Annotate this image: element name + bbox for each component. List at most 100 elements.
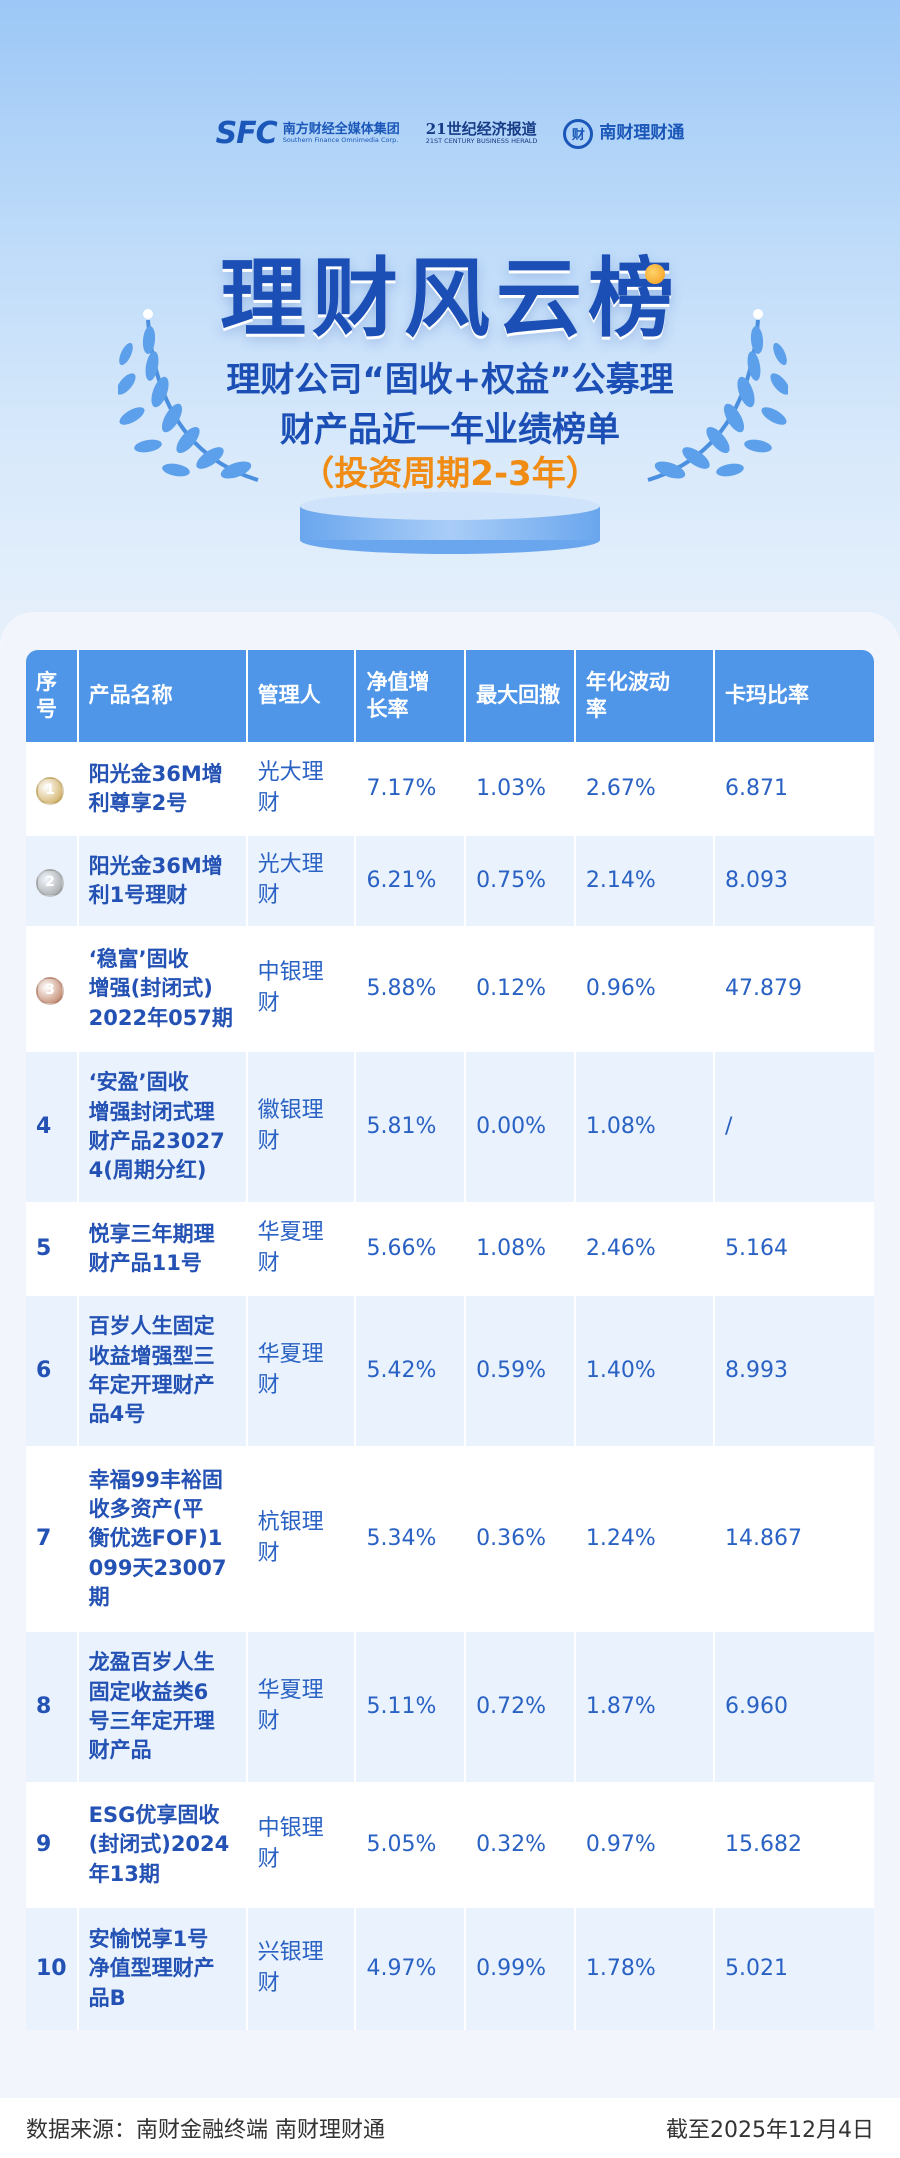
column-header-line: 净值增 [366,669,430,694]
calmar-cell: 8.993 [715,1294,874,1446]
calmar-cell: 5.164 [715,1202,874,1294]
rank-number: 4 [36,1113,52,1139]
volatility-cell: 1.24% [575,1446,716,1630]
product-name-line: 品4号 [88,1402,146,1427]
calmar-cell: 5.021 [715,1906,874,2030]
product-name-cell: 龙盈百岁人生 固定收益类6 号三年定开理 财产品 [78,1630,248,1782]
product-name-line: 财产品11号 [88,1251,202,1275]
drawdown-cell: 1.08% [466,1202,576,1294]
column-header-line: 管理人 [257,683,321,708]
bronze-medal-icon: 3 [36,976,64,1005]
product-name-cell: 阳光金36M增 利1号理财 [78,834,248,926]
rank-cell: 9 [26,1782,79,1906]
rank-number: 6 [36,1357,52,1383]
column-header-line: 长率 [366,697,409,721]
drawdown-cell: 0.32% [466,1782,576,1906]
product-name-line: 增强封闭式理 [88,1099,215,1124]
product-name-line: 财产品23027 [88,1129,225,1153]
volatility-cell: 1.08% [575,1050,716,1202]
manager-cell: 中银理财 [247,1782,357,1906]
logo-bar: SFC 南方财经全媒体集团 Southern Finance Omnimedia… [0,116,900,151]
product-name-line: 年13期 [88,1861,160,1886]
ncl-logo: 财 南财理财通 [563,118,684,149]
manager-cell: 杭银理财 [247,1446,357,1630]
column-header-line: 年化波动 [585,669,670,694]
herald-logo: 21世纪经济报道 21ST CENTURY BUSINESS HERALD [426,121,538,145]
product-name-line: 悦享三年期理 [88,1221,215,1246]
growth-cell: 5.42% [356,1294,467,1446]
table-row: 3 ‘稳富’固收 增强(封闭式) 2022年057期 中银理财 5.88% 0.12% 0.9… [26,926,874,1050]
data-source: 数据来源：南财金融终端 南财理财通 [26,2118,385,2143]
manager-cell: 华夏理财 [247,1294,357,1446]
table-row: 5 悦享三年期理 财产品11号 华夏理财 5.66% 1.08% 2.46% 5.164 [26,1202,874,1294]
laurel-left-icon [118,309,259,482]
rank-cell: 1 [26,742,79,834]
rank-cell: 8 [26,1630,79,1782]
column-header-line: 序 [36,669,57,694]
product-name-cell: ‘稳富’固收 增强(封闭式) 2022年057期 [78,926,248,1050]
product-name-line: 收多资产(平 [88,1496,204,1521]
growth-cell: 6.21% [356,834,467,926]
product-name-line: 品B [88,1985,126,2010]
product-name-line: ‘安盈’固收 [88,1070,189,1095]
volatility-cell: 1.78% [575,1906,716,2030]
column-header-line: 率 [585,697,607,721]
product-name-line: (封闭式)2024 [88,1832,230,1857]
gold-medal-icon: 1 [36,776,64,805]
manager-cell: 兴银理财 [247,1906,357,2030]
period-label: （投资周期2-3年） [300,454,600,494]
product-name-line: 财产品 [88,1738,152,1763]
rank-cell: 7 [26,1446,79,1630]
table-row: 4 ‘安盈’固收 增强封闭式理 财产品23027 4(周期分红) 徽银理财 5.81% 0.0… [26,1050,874,1202]
manager-cell: 光大理财 [247,834,357,926]
drawdown-cell: 1.03% [466,742,576,834]
growth-cell: 5.81% [356,1050,467,1202]
drawdown-cell: 0.00% [466,1050,576,1202]
product-name-line: 阳光金36M增 [88,853,223,878]
product-name-cell: ‘安盈’固收 增强封闭式理 财产品23027 4(周期分红) [78,1050,248,1202]
column-header: 年化波动率 [575,650,716,742]
table-row: 10 安愉悦享1号 净值型理财产 品B 兴银理财 4.97% 0.99% 1.78% 5.021 [26,1906,874,2030]
drawdown-cell: 0.12% [466,926,576,1050]
product-name-line: ESG优享固收 [88,1802,220,1827]
table-row: 7 幸福99丰裕固 收多资产(平 衡优选FOF)1 099天23007 期 杭银理财 5.34… [26,1446,874,1630]
drawdown-cell: 0.99% [466,1906,576,2030]
volatility-cell: 2.67% [575,742,716,834]
volatility-cell: 0.97% [575,1782,716,1906]
product-name-cell: ESG优享固收 (封闭式)2024 年13期 [78,1782,248,1906]
manager-cell: 徽银理财 [247,1050,357,1202]
drawdown-cell: 0.59% [466,1294,576,1446]
calmar-cell: 6.960 [715,1630,874,1782]
subtitle-line-2: 财产品近一年业绩榜单 [280,410,620,450]
rank-number: 5 [36,1235,52,1261]
column-header-line: 卡玛比率 [725,683,810,708]
product-name-line: 利尊享2号 [88,791,188,815]
column-header-line: 产品名称 [88,683,173,708]
calmar-cell: 6.871 [715,742,874,834]
subtitle-line-1: 理财公司“固收+权益”公募理 [226,360,674,400]
cutoff-date: 截至2025年12月4日 [666,2118,874,2143]
product-name-line: 固定收益类6 [88,1679,209,1704]
manager-cell: 中银理财 [247,926,357,1050]
rank-cell: 2 [26,834,79,926]
rank-cell: 6 [26,1294,79,1446]
product-name-line: 百岁人生固定 [88,1314,215,1339]
product-name-cell: 百岁人生固定 收益增强型三 年定开理财产 品4号 [78,1294,248,1446]
drawdown-cell: 0.75% [466,834,576,926]
rank-number: 8 [36,1693,52,1719]
footer: 数据来源：南财金融终端 南财理财通 截至2025年12月4日 [0,2098,900,2158]
column-header: 管理人 [247,650,357,742]
column-header: 最大回撤 [466,650,576,742]
growth-cell: 5.05% [356,1782,467,1906]
product-name-line: 阳光金36M增 [88,761,223,786]
volatility-cell: 2.14% [575,834,716,926]
rank-number: 9 [36,1831,52,1857]
rank-number: 7 [36,1525,52,1551]
product-name-line: 衡优选FOF)1 [88,1526,223,1551]
silver-medal-icon: 2 [36,868,64,897]
volatility-cell: 0.96% [575,926,716,1050]
sfc-en: Southern Finance Omnimedia Corp. [282,135,399,144]
product-name-cell: 悦享三年期理 财产品11号 [78,1202,248,1294]
sfc-mark: SFC [215,116,278,151]
product-name-cell: 阳光金36M增 利尊享2号 [78,742,248,834]
